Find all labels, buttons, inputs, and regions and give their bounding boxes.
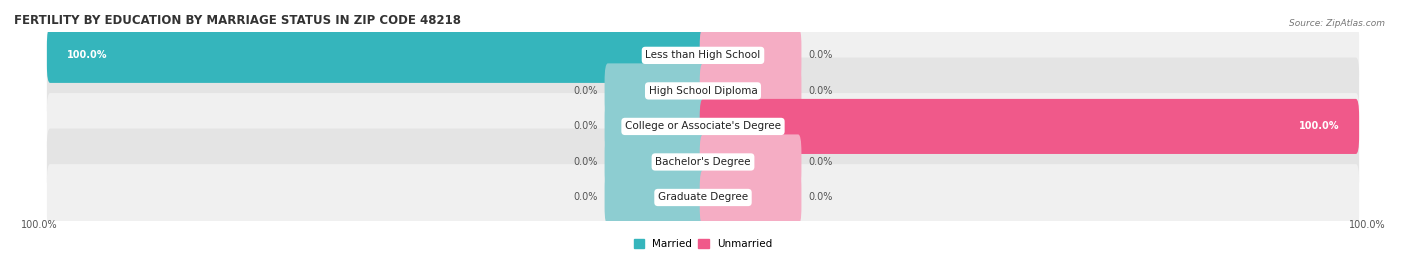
- Text: Less than High School: Less than High School: [645, 50, 761, 60]
- Text: 0.0%: 0.0%: [574, 157, 598, 167]
- FancyBboxPatch shape: [700, 170, 801, 225]
- Text: 0.0%: 0.0%: [808, 157, 832, 167]
- FancyBboxPatch shape: [605, 63, 706, 118]
- FancyBboxPatch shape: [700, 63, 801, 118]
- Text: FERTILITY BY EDUCATION BY MARRIAGE STATUS IN ZIP CODE 48218: FERTILITY BY EDUCATION BY MARRIAGE STATU…: [14, 14, 461, 27]
- FancyBboxPatch shape: [700, 99, 1360, 154]
- Text: 0.0%: 0.0%: [808, 193, 832, 203]
- Text: College or Associate's Degree: College or Associate's Degree: [626, 121, 780, 132]
- FancyBboxPatch shape: [700, 134, 801, 189]
- Text: 100.0%: 100.0%: [1348, 220, 1385, 229]
- Legend: Married, Unmarried: Married, Unmarried: [634, 239, 772, 249]
- FancyBboxPatch shape: [605, 134, 706, 189]
- Text: Bachelor's Degree: Bachelor's Degree: [655, 157, 751, 167]
- Text: 0.0%: 0.0%: [808, 50, 832, 60]
- Text: 100.0%: 100.0%: [1299, 121, 1340, 132]
- Text: 100.0%: 100.0%: [21, 220, 58, 229]
- Text: 0.0%: 0.0%: [574, 86, 598, 96]
- Text: 0.0%: 0.0%: [574, 193, 598, 203]
- FancyBboxPatch shape: [46, 58, 1360, 124]
- FancyBboxPatch shape: [605, 99, 706, 154]
- Text: 0.0%: 0.0%: [808, 86, 832, 96]
- FancyBboxPatch shape: [46, 22, 1360, 89]
- FancyBboxPatch shape: [700, 28, 801, 83]
- Text: 100.0%: 100.0%: [66, 50, 107, 60]
- Text: Graduate Degree: Graduate Degree: [658, 193, 748, 203]
- FancyBboxPatch shape: [46, 28, 706, 83]
- FancyBboxPatch shape: [46, 129, 1360, 195]
- FancyBboxPatch shape: [46, 93, 1360, 160]
- Text: High School Diploma: High School Diploma: [648, 86, 758, 96]
- FancyBboxPatch shape: [46, 164, 1360, 231]
- Text: Source: ZipAtlas.com: Source: ZipAtlas.com: [1289, 19, 1385, 28]
- FancyBboxPatch shape: [605, 170, 706, 225]
- Text: 0.0%: 0.0%: [574, 121, 598, 132]
